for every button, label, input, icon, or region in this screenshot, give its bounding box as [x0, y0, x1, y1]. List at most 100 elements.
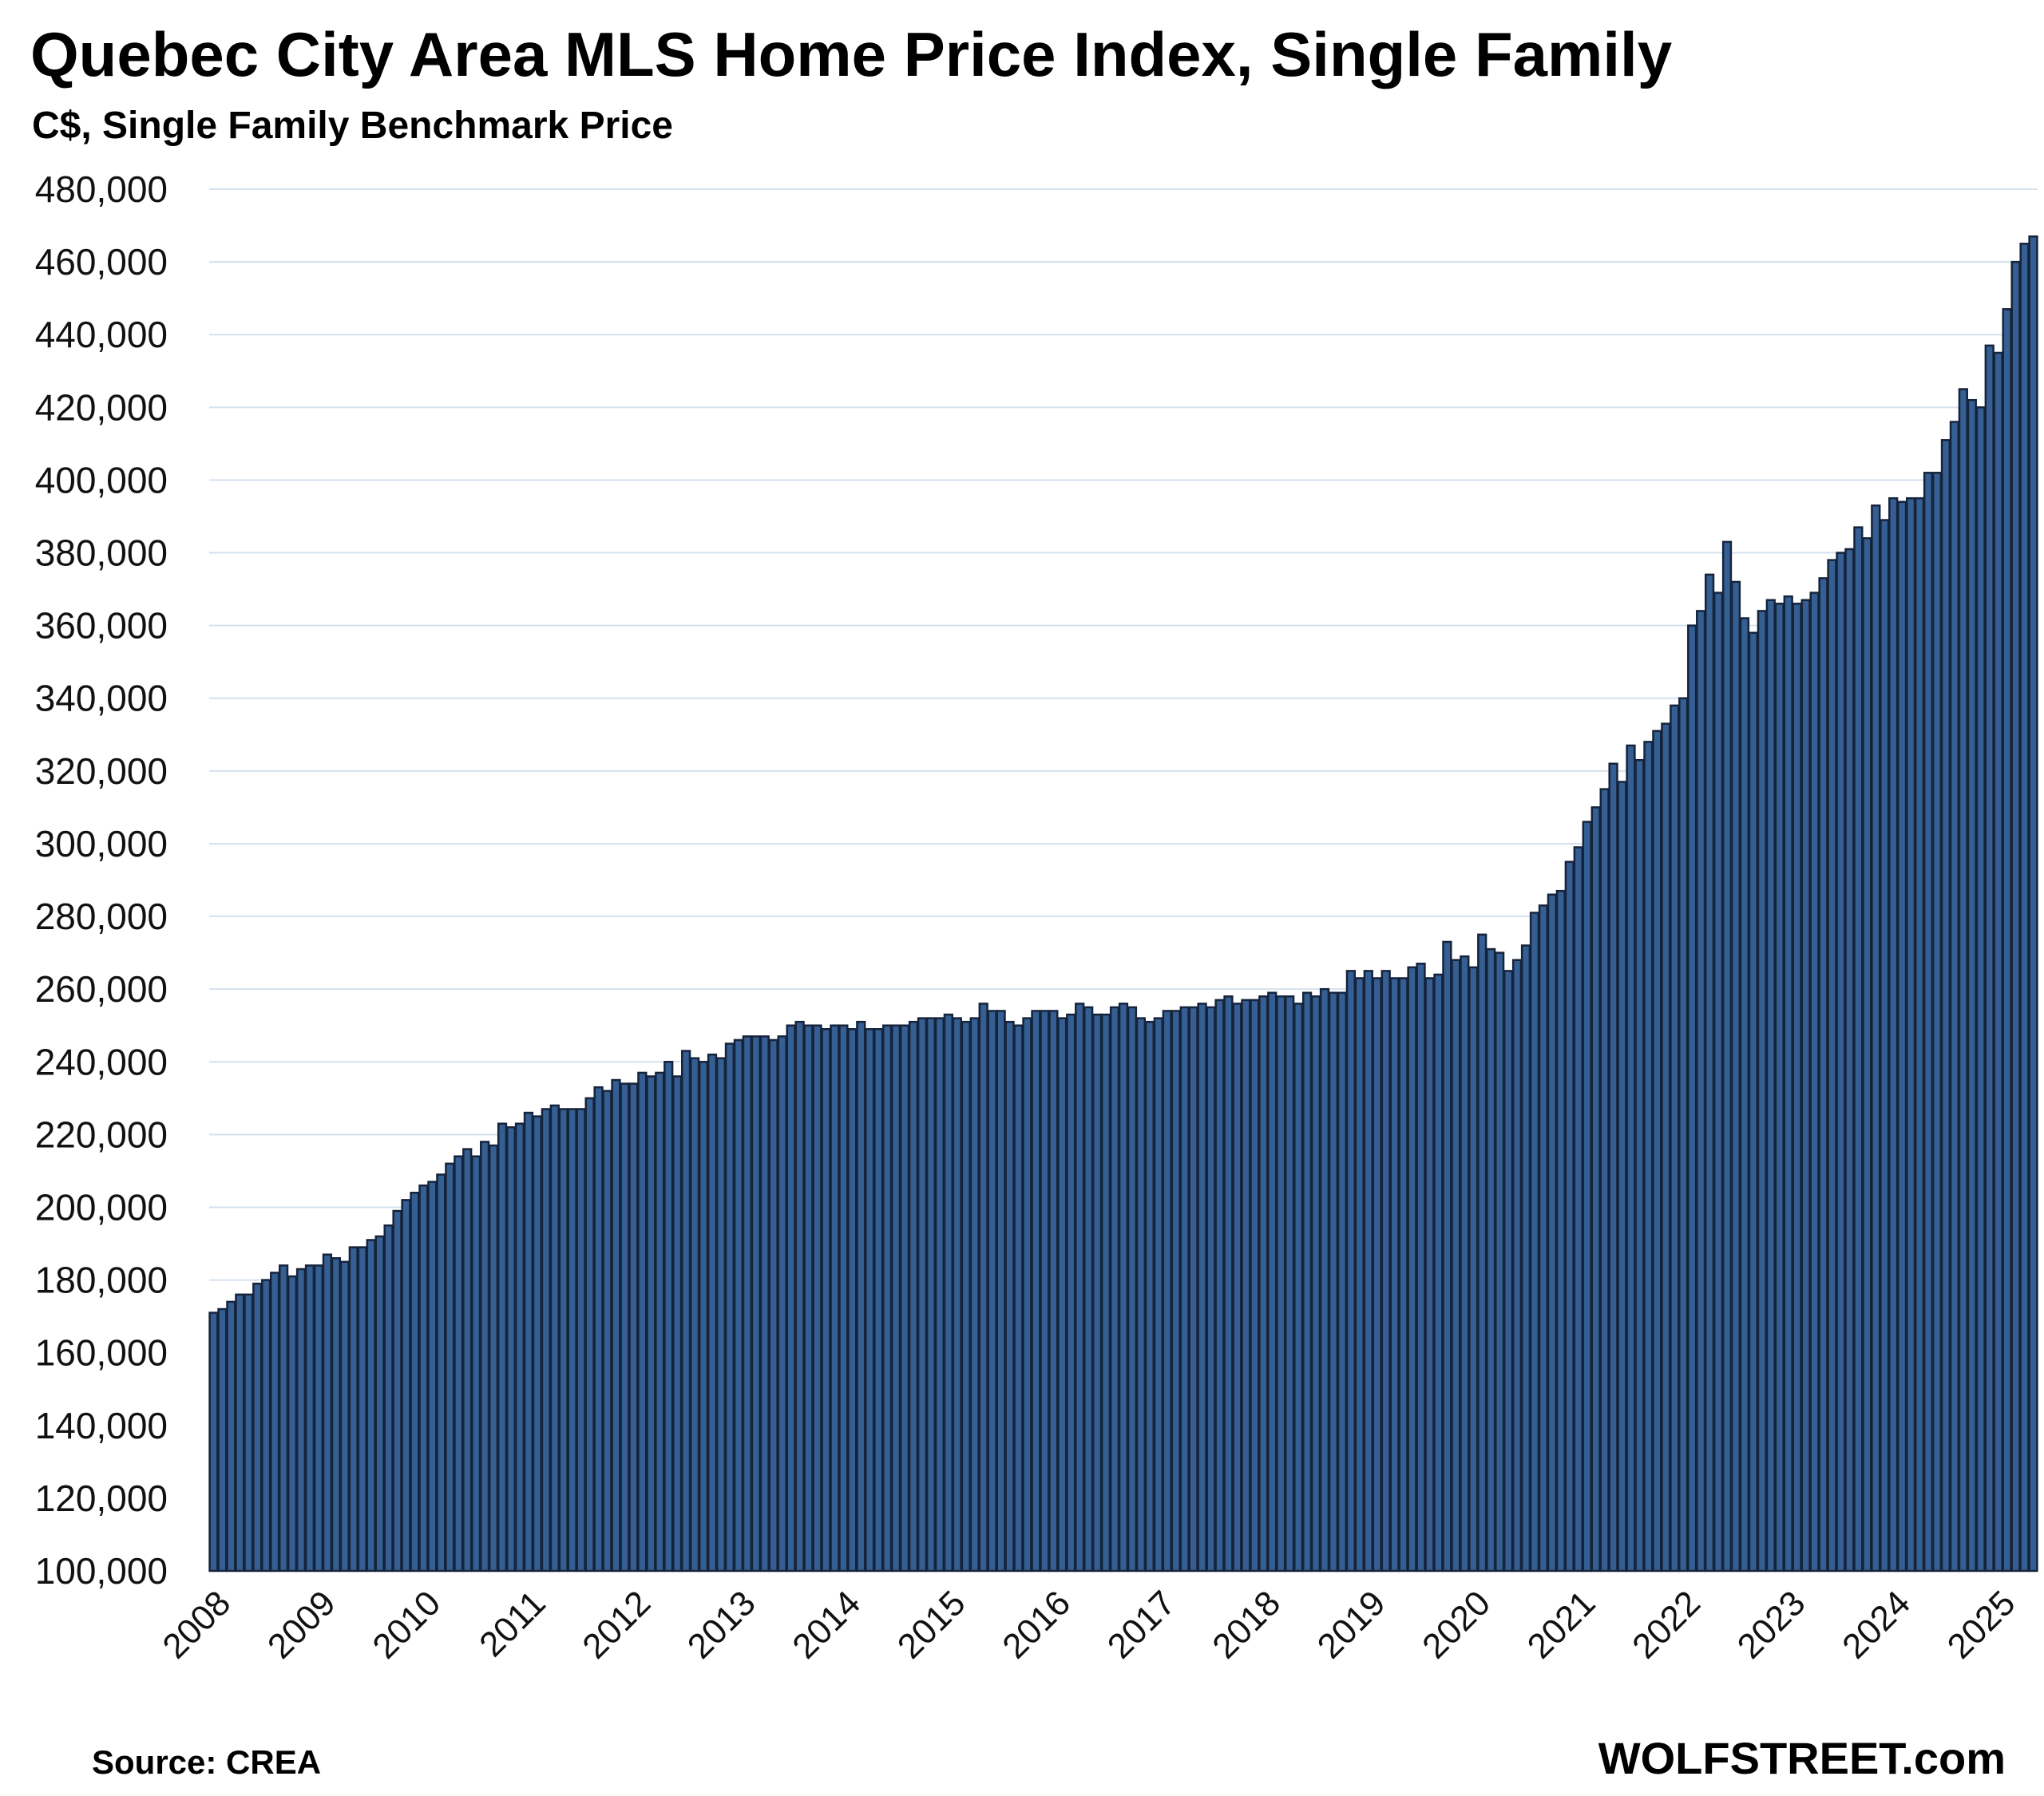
bar: [1555, 889, 1566, 1572]
bar: [252, 1282, 263, 1572]
bar: [1940, 439, 1951, 1572]
bar: [1792, 603, 1802, 1572]
bar: [1748, 631, 1759, 1572]
bar: [1617, 781, 1627, 1572]
bar: [1818, 577, 1828, 1572]
bar: [1757, 610, 1767, 1572]
bar: [357, 1246, 367, 1572]
bar: [1862, 537, 1872, 1572]
bar: [1223, 995, 1234, 1572]
bar: [1118, 1003, 1129, 1572]
bar: [1345, 970, 1357, 1572]
bar: [1337, 991, 1348, 1572]
bar: [462, 1148, 473, 1572]
bar: [812, 1024, 822, 1572]
bar: [952, 1017, 962, 1572]
bar: [1511, 959, 1523, 1572]
bar: [1013, 1024, 1024, 1572]
x-tick-label: 2009: [260, 1584, 343, 1667]
bar: [576, 1108, 586, 1572]
bar: [1162, 1010, 1172, 1572]
bar: [865, 1028, 875, 1572]
y-tick-label: 300,000: [35, 823, 168, 864]
bar: [672, 1075, 683, 1572]
y-tick-label: 100,000: [35, 1550, 168, 1592]
bar: [392, 1209, 402, 1572]
bar: [1739, 617, 1750, 1572]
bar: [1495, 951, 1505, 1572]
bar: [322, 1253, 333, 1572]
bar: [1880, 519, 1890, 1572]
bar: [208, 1311, 219, 1572]
bar: [1057, 1017, 1068, 1572]
bar: [786, 1024, 796, 1572]
x-tick-label: 2010: [365, 1584, 448, 1667]
x-tick-label: 2013: [680, 1584, 763, 1667]
bar: [1171, 1010, 1181, 1572]
y-axis-ticks: 100,000 120,000 140,000 160,000 180,000 200,0…: [35, 168, 168, 1592]
bar: [593, 1086, 604, 1572]
y-tick-label: 240,000: [35, 1041, 168, 1082]
bar: [235, 1293, 245, 1572]
bar: [934, 1017, 945, 1572]
bar: [1293, 1003, 1304, 1572]
bar: [549, 1104, 560, 1572]
bar: [1529, 912, 1540, 1572]
bar: [1967, 398, 1977, 1572]
bar: [1267, 991, 1278, 1572]
bar: [1451, 959, 1461, 1572]
bar: [1547, 893, 1558, 1572]
x-tick-label: 2025: [1940, 1584, 2023, 1667]
bar: [943, 1013, 953, 1572]
bar: [1363, 970, 1373, 1572]
bar: [969, 1017, 980, 1572]
bar: [1713, 591, 1724, 1572]
bar: [226, 1300, 236, 1572]
bar: [882, 1024, 893, 1572]
bar: [1442, 940, 1452, 1572]
bar: [1468, 966, 1479, 1572]
bar: [899, 1024, 910, 1572]
bar: [1075, 1003, 1085, 1572]
bar: [1031, 1010, 1041, 1572]
bar: [1626, 744, 1636, 1572]
bar: [1258, 995, 1269, 1572]
bar: [1144, 1020, 1155, 1572]
bar: [978, 1003, 988, 1572]
y-tick-label: 200,000: [35, 1186, 168, 1228]
bar: [436, 1173, 446, 1572]
bar: [1721, 540, 1733, 1572]
bar: [1127, 1006, 1138, 1572]
bar: [689, 1057, 700, 1572]
bar: [1197, 1003, 1207, 1572]
bar: [1608, 762, 1618, 1572]
bar: [1836, 552, 1846, 1572]
x-tick-label: 2017: [1100, 1584, 1183, 1667]
bar: [759, 1035, 770, 1572]
bar: [1844, 548, 1855, 1572]
bar: [523, 1111, 534, 1572]
bar: [217, 1307, 228, 1572]
y-tick-label: 360,000: [35, 605, 168, 647]
bar: [1634, 758, 1645, 1572]
bar: [401, 1199, 411, 1572]
bar: [287, 1275, 298, 1572]
bar: [1486, 947, 1496, 1572]
bar: [602, 1090, 612, 1572]
bar: [418, 1184, 429, 1572]
x-tick-label: 2014: [785, 1584, 868, 1667]
bar: [1670, 704, 1680, 1572]
bar: [1109, 1006, 1120, 1572]
chart-title: Quebec City Area MLS Home Price Index, S…: [30, 19, 1672, 89]
x-tick-label: 2011: [472, 1584, 553, 1665]
bar: [1092, 1013, 1103, 1572]
bar: [1310, 995, 1321, 1572]
y-tick-label: 340,000: [35, 678, 168, 719]
bar: [1433, 973, 1444, 1572]
bar: [724, 1042, 735, 1572]
bar: [1241, 999, 1251, 1572]
bar: [1040, 1010, 1050, 1572]
bar: [2028, 235, 2038, 1572]
y-tick-label: 260,000: [35, 968, 168, 1010]
